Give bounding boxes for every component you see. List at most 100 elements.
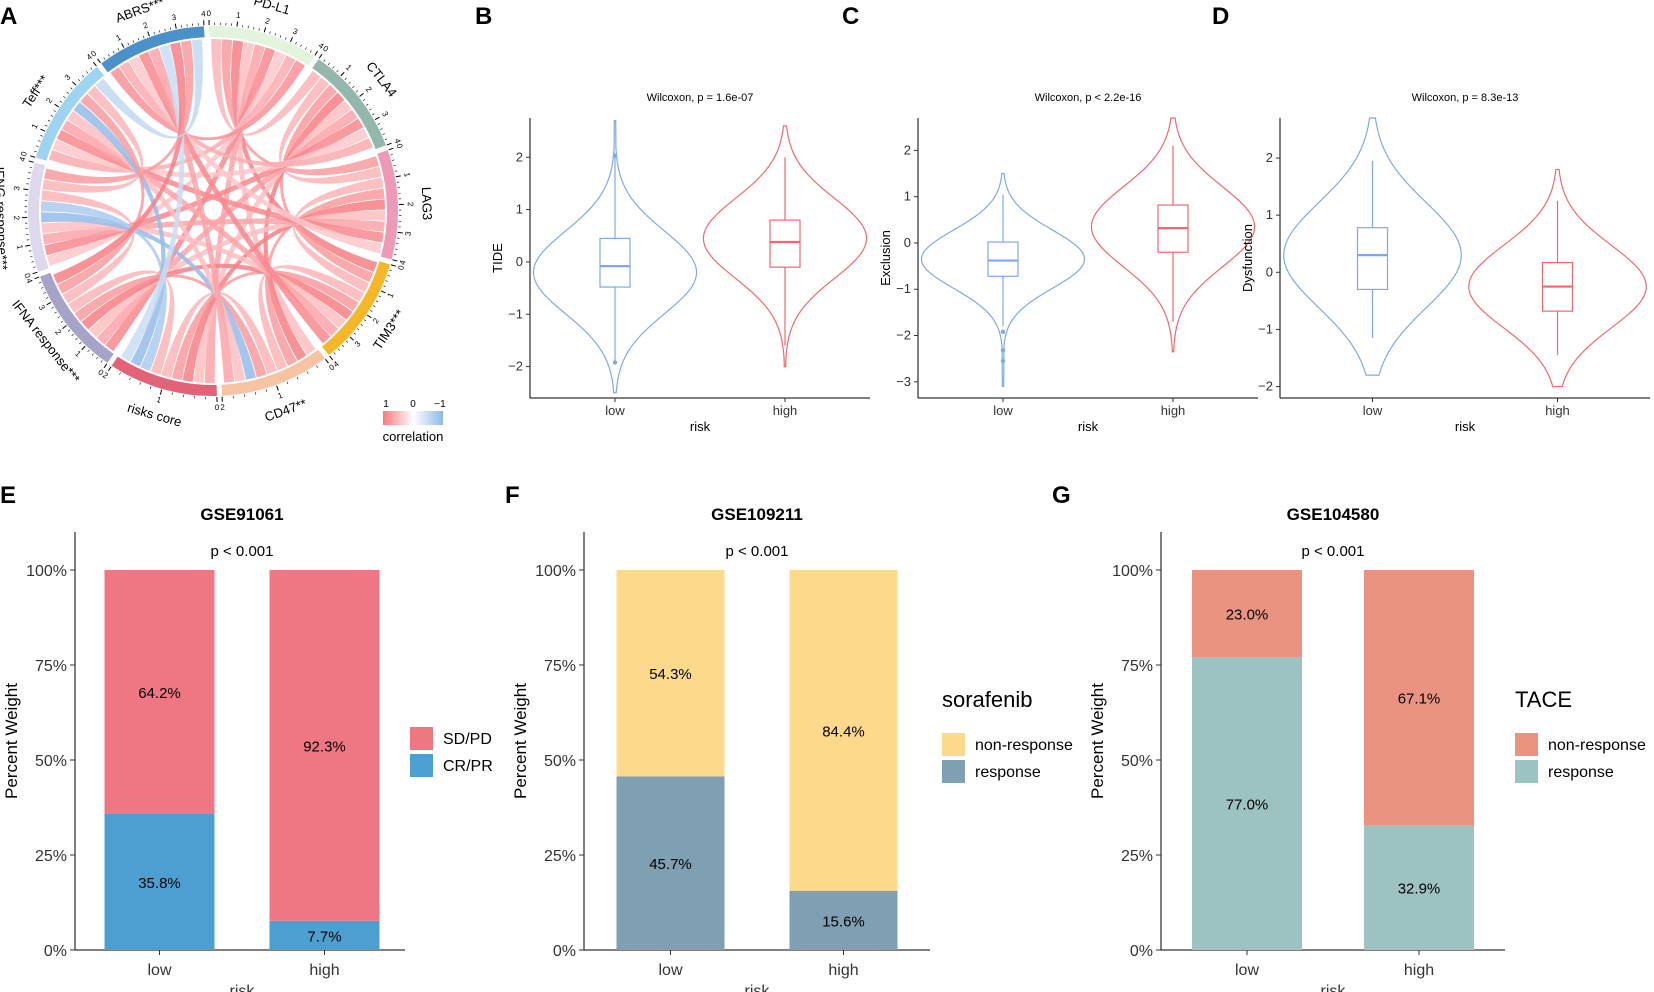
sector-tick-label: 4 <box>393 137 403 145</box>
chord-link-IFNA-IFNG <box>41 190 135 304</box>
legend-swatch <box>942 760 965 783</box>
outlier-point <box>612 360 618 365</box>
sector-tick-label: 3 <box>380 110 390 119</box>
bar-segment-response-low <box>616 776 725 950</box>
y-tick-label: −3 <box>896 374 911 389</box>
x-tick-label: high <box>1404 962 1434 979</box>
sector-tick-label: 4 <box>398 259 408 266</box>
stacked-bar-panel-gse109211: 0% 25% 50% 75% 100% 45.7% 54.3% low 15.6% 84.4% hi… <box>511 505 1073 992</box>
x-tick-label: high <box>1545 403 1570 418</box>
y-tick-label: 75% <box>544 658 576 675</box>
legend-label: response <box>1548 764 1614 781</box>
sector-tick-label: 4 <box>317 41 326 51</box>
bar-data-label: 45.7% <box>649 856 692 873</box>
stacked-bar-panel-gse91061: 0% 25% 50% 75% 100% 35.8% 64.2% low 7.7% 92.3% hig… <box>2 505 493 992</box>
x-axis-label: risk <box>1321 983 1347 992</box>
legend-swatch <box>1515 733 1538 756</box>
y-tick-label: 50% <box>35 753 67 770</box>
sector-tick-label: 1 <box>73 349 83 359</box>
y-tick-label: 25% <box>544 848 576 865</box>
sector-axis-Teff: 0 1 2 3 4 <box>19 52 97 158</box>
sector-tick-label: 3 <box>291 27 299 37</box>
sector-IFNA <box>40 272 114 363</box>
sector-tick-label: 1 <box>386 291 396 299</box>
chord-link-CTLA4-ABRS <box>119 61 373 167</box>
chord-link-CTLA4-IFNA <box>96 109 358 345</box>
sector-tick-label: 3 <box>171 13 178 23</box>
bar-data-label: 7.7% <box>307 928 341 945</box>
bar-data-label: 67.1% <box>1398 690 1441 707</box>
sector-label-CD47: CD47** <box>263 396 309 425</box>
sector-tick-label: 0 <box>207 9 212 18</box>
y-tick-label: 75% <box>35 658 67 675</box>
sector-CTLA4 <box>312 59 386 150</box>
sector-tick-label: 4 <box>85 52 95 62</box>
sector-tick-label: 1 <box>344 63 354 73</box>
wilcoxon-subtitle: Wilcoxon, p = 1.6e-07 <box>647 92 754 104</box>
sector-axis-TIM3: 0 1 2 3 4 <box>329 264 406 369</box>
violin-low <box>1283 117 1462 376</box>
outlier-point <box>1000 348 1006 353</box>
y-axis-label: Exclusion <box>878 230 893 286</box>
sector-LAG3 <box>377 150 398 260</box>
sector-tick-label: 4 <box>24 277 34 285</box>
legend-label: SD/PD <box>443 731 492 748</box>
y-tick-label: 2 <box>1266 150 1273 165</box>
sector-label-CTLA4: CTLA4 <box>363 59 400 100</box>
y-tick-label: 25% <box>1121 848 1153 865</box>
bar-data-label: 35.8% <box>138 875 181 892</box>
sector-axis-CD47: 0 1 2 <box>220 358 337 412</box>
x-axis-label: risk <box>1078 419 1099 434</box>
sector-tick-label: 4 <box>332 359 342 369</box>
legend-swatch <box>1515 760 1538 783</box>
chord-link-PD-L1-riskscore <box>204 44 265 384</box>
chord-link-LAG3-TIM3 <box>292 177 384 293</box>
y-tick-label: 50% <box>1121 753 1153 770</box>
sector-tick-label: 3 <box>353 339 363 349</box>
correlation-legend: 1 0 −1 correlation <box>383 399 446 444</box>
panel-letter-f: F <box>505 482 520 509</box>
chord-link-IFNG-Teff <box>42 85 144 193</box>
chord-link-riskscore-ABRS <box>121 44 185 362</box>
y-tick-label: 0% <box>553 943 576 960</box>
violin-panel-tide: −2 −1 0 1 2 low high risk TIDE Wilcoxon, p = 1.6e… <box>490 92 870 434</box>
y-tick-label: 0 <box>1266 264 1273 279</box>
sector-ABRS <box>101 26 205 73</box>
chord-link-PD-L1-Teff <box>48 55 296 173</box>
sector-tick-label: 2 <box>53 328 63 337</box>
p-value-annotation: p < 0.001 <box>1302 543 1365 560</box>
sector-tick-label: 4 <box>18 155 28 162</box>
sector-label-IFNA: IFNA response*** <box>9 297 83 386</box>
sector-tick-label: 1 <box>236 11 242 21</box>
chart-title: GSE109211 <box>711 505 803 524</box>
legend-swatch <box>410 727 433 750</box>
bar-data-label: 32.9% <box>1398 880 1441 897</box>
sector-tick-label: 2 <box>364 85 374 94</box>
y-tick-label: 1 <box>516 202 523 217</box>
bar-segment-response-high <box>1364 824 1474 950</box>
correlation-colorbar <box>383 411 443 425</box>
sector-riskscore <box>111 356 217 396</box>
violin-panel-dysfunction: −2 −1 0 1 2 low high risk Dysfunction Wilcoxon, p… <box>1240 92 1650 434</box>
sector-tick-label: 0 <box>327 362 336 372</box>
y-tick-label: 100% <box>1112 563 1153 580</box>
y-tick-label: 2 <box>904 142 911 157</box>
chord-link-IFNA-Teff <box>57 93 145 294</box>
violin-panel-exclusion: −3 −2 −1 0 1 2 low high risk Exclusion Wilcoxon, p… <box>878 92 1258 434</box>
sector-tick-label: 1 <box>155 395 162 405</box>
outlier-point <box>1000 329 1006 335</box>
sector-tick-label: 3 <box>12 185 22 191</box>
x-axis-label: risk <box>690 419 711 434</box>
legend-label: response <box>975 764 1041 781</box>
y-tick-label: 100% <box>535 563 576 580</box>
sector-tick-label: 0 <box>321 44 330 54</box>
bar-segment-non-response-low <box>1192 570 1302 658</box>
chord-link-PD-L1-ABRS <box>110 60 305 141</box>
y-axis-label: Dysfunction <box>1240 224 1255 292</box>
y-axis-label: Percent Weight <box>511 683 530 799</box>
chord-link-LAG3-Teff <box>56 129 384 243</box>
bar-segment-response-low <box>1192 657 1302 950</box>
sector-tick-label: 3 <box>63 72 73 82</box>
y-tick-label: 0% <box>44 943 67 960</box>
p-value-annotation: p < 0.001 <box>211 543 274 560</box>
